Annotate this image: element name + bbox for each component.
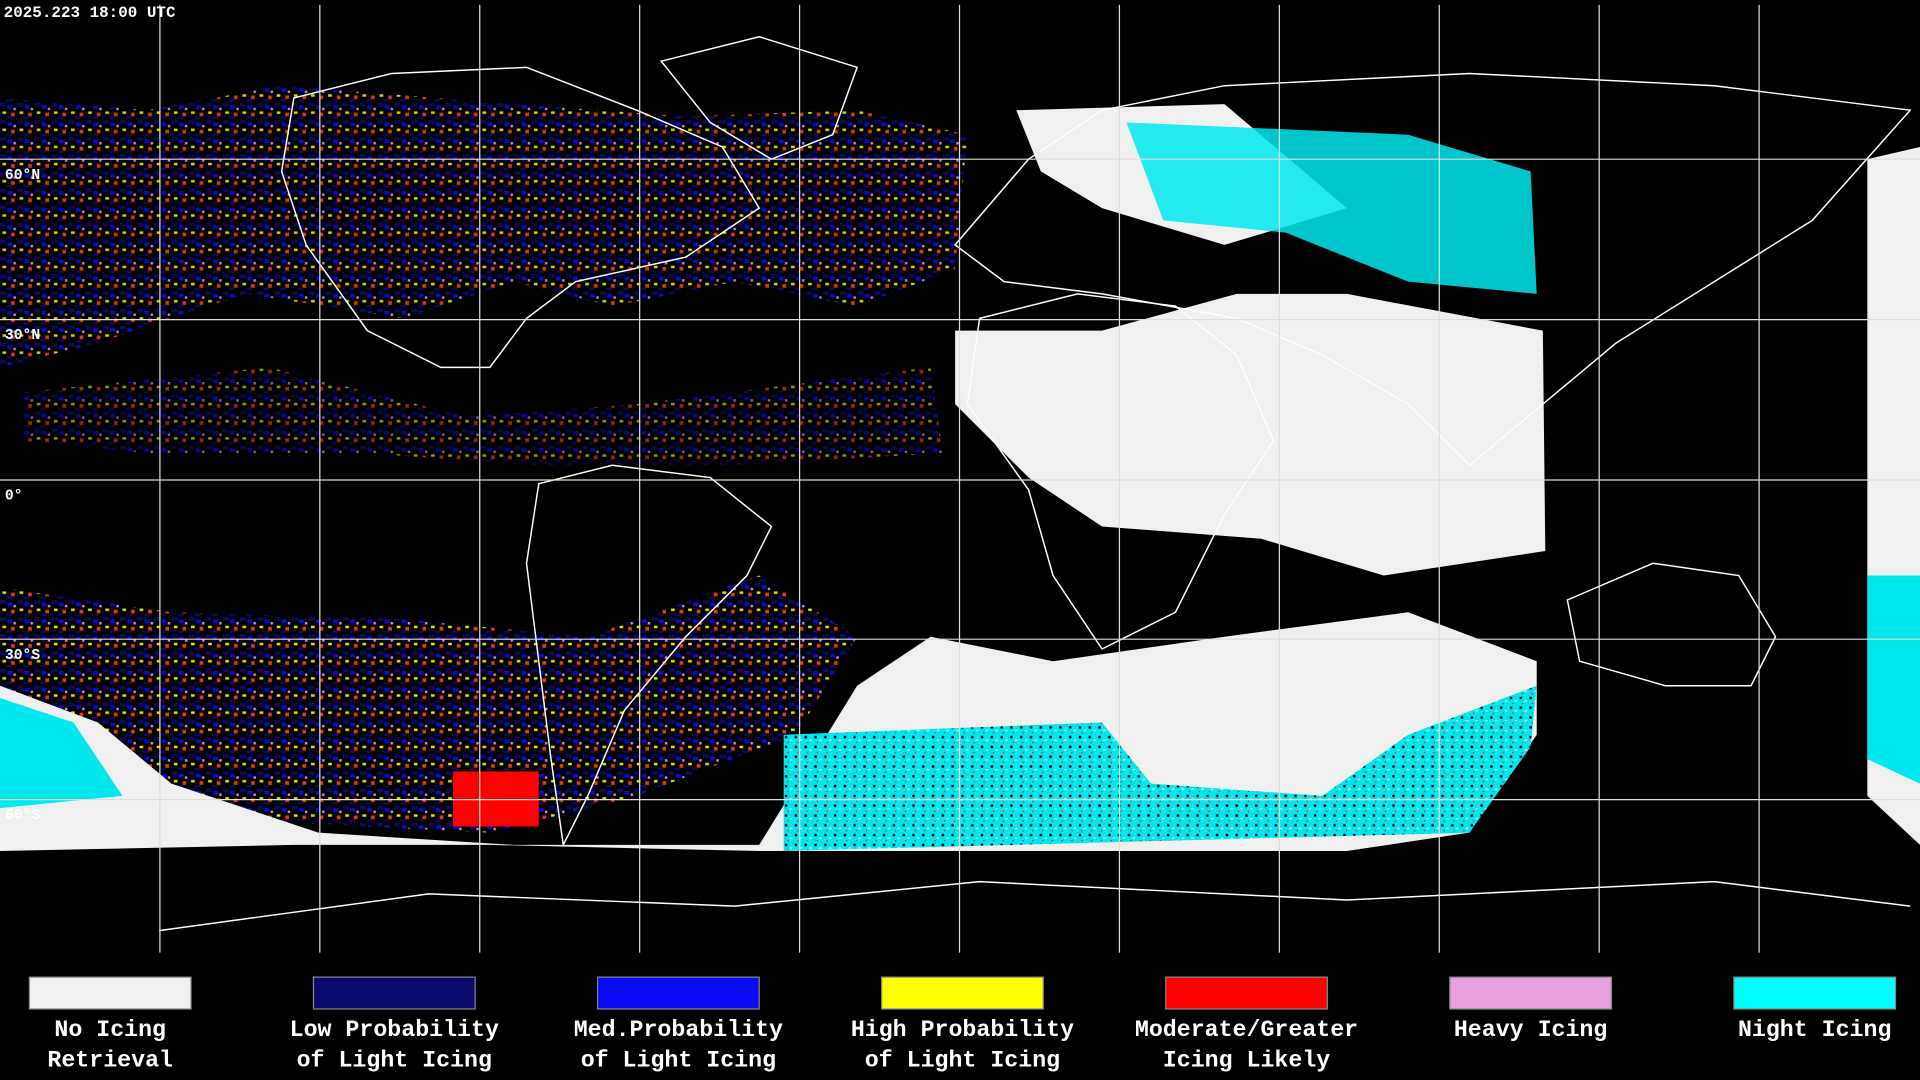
legend-swatch	[1449, 976, 1613, 1010]
graticule	[0, 4, 1920, 953]
cloud-regions	[0, 85, 1920, 852]
legend-swatch	[312, 976, 476, 1010]
legend-label: Med.Probability	[574, 1017, 783, 1043]
latitude-label: 0°	[5, 489, 23, 505]
coastlines	[159, 35, 1912, 932]
legend-label: Low Probability	[290, 1017, 499, 1043]
legend-label: Moderate/Greater	[1135, 1017, 1358, 1043]
white-africa-india	[955, 293, 1546, 576]
coast-south-america	[525, 464, 773, 848]
legend-swatch	[1733, 976, 1897, 1010]
latitude-label: 30°S	[5, 648, 40, 664]
coast-australia	[1566, 562, 1777, 687]
legend-label: of Light Icing	[297, 1048, 492, 1074]
tropic-speckle	[24, 367, 943, 466]
legend-label: No Icing	[54, 1017, 166, 1043]
legend-label: of Light Icing	[865, 1048, 1060, 1074]
latitude-label: 60°S	[5, 808, 40, 824]
coast-eurasia	[954, 72, 1912, 467]
legend-label: Heavy Icing	[1454, 1017, 1607, 1043]
legend-label: Icing Likely	[1163, 1048, 1330, 1074]
cyan-southwest	[0, 697, 123, 809]
timestamp: 2025.223 18:00 UTC	[4, 4, 176, 22]
legend-label: Night Icing	[1738, 1017, 1891, 1043]
legend-label: Retrieval	[47, 1048, 173, 1074]
coast-antarctica	[159, 880, 1911, 932]
legend-swatch	[1165, 976, 1328, 1010]
north-speckle	[0, 85, 968, 368]
latitude-label: 60°N	[5, 168, 40, 184]
coast-greenland	[659, 35, 859, 161]
legend: No Icing Retrieval Low Probability of Light…	[28, 976, 1897, 1074]
legend-swatch	[596, 976, 760, 1010]
legend-swatch	[881, 976, 1044, 1010]
cyan-north	[1126, 122, 1537, 294]
legend-label: High Probability	[851, 1017, 1074, 1043]
latitude-label: 30°N	[5, 328, 40, 344]
coast-north-america	[280, 66, 761, 369]
latitude-labels: 60°N 30°N 0° 30°S 60°S	[5, 168, 40, 824]
cyan-east-strip	[1867, 575, 1920, 784]
cyan-south	[783, 685, 1537, 852]
legend-swatch	[28, 976, 192, 1010]
legend-label: of Light Icing	[581, 1048, 776, 1074]
